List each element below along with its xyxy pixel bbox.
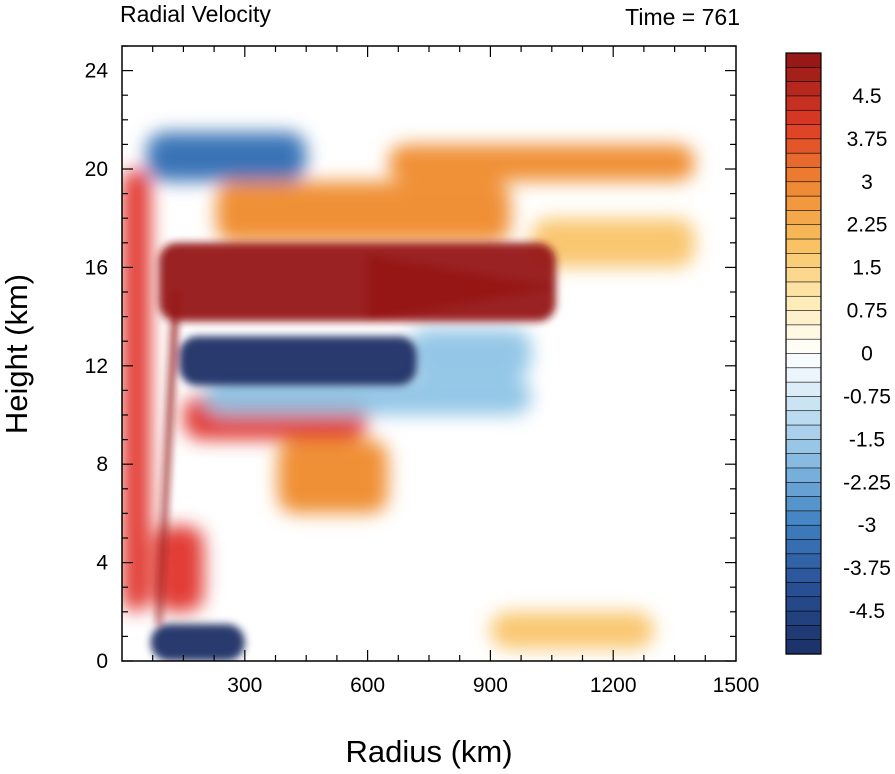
colorbar-tick-label: 0 xyxy=(861,343,873,366)
colorbar-box xyxy=(785,167,822,183)
y-tick-label: 12 xyxy=(85,355,108,378)
contour-feature-8 xyxy=(203,378,532,415)
contour-feature-7 xyxy=(277,439,389,514)
colorbar-box xyxy=(785,625,822,641)
x-axis: 300 600 900 1200 1500 xyxy=(152,46,760,697)
x-tick-label: 1200 xyxy=(590,674,637,697)
colorbar-box xyxy=(785,496,822,512)
contour-feature-2 xyxy=(408,328,532,379)
colorbar-tick-label: -0.75 xyxy=(843,385,891,408)
colorbar-tick-label: 0.75 xyxy=(847,300,888,323)
time-label: Time = 761 xyxy=(625,4,740,30)
contour-feature-13 xyxy=(490,611,655,649)
x-axis-label: Radius (km) xyxy=(345,734,512,769)
x-tick-label: 300 xyxy=(227,674,262,697)
colorbar-box xyxy=(785,109,822,126)
colorbar-box xyxy=(785,95,822,111)
contour-feature-11 xyxy=(154,525,204,612)
x-tick-label: 900 xyxy=(473,674,508,697)
colorbar-box xyxy=(785,210,822,226)
colorbar: 4.5 3.75 3 2.25 1.5 0.75 0 -0.75 -1.5 -2.25 -3 -3.7… xyxy=(785,52,891,655)
colorbar-box xyxy=(785,453,822,469)
colorbar-box xyxy=(785,439,822,455)
colorbar-tick-label: 3.75 xyxy=(847,128,888,151)
contour-feature-12 xyxy=(122,169,151,612)
colorbar-box xyxy=(785,367,822,383)
x-tick-label: 600 xyxy=(350,674,385,697)
contour-feature-10 xyxy=(150,624,245,661)
colorbar-box xyxy=(785,582,822,598)
colorbar-box xyxy=(785,639,822,655)
colorbar-box xyxy=(785,338,822,355)
y-axis: 0 4 8 12 16 20 24 xyxy=(85,45,736,673)
colorbar-box xyxy=(785,310,822,326)
colorbar-box xyxy=(785,124,822,140)
colorbar-tick-label: -3 xyxy=(858,514,877,537)
colorbar-box xyxy=(785,181,822,197)
colorbar-box xyxy=(785,238,822,254)
colorbar-box xyxy=(785,424,822,440)
y-tick-label: 0 xyxy=(96,650,108,673)
y-tick-label: 4 xyxy=(96,552,108,575)
colorbar-box xyxy=(785,353,822,369)
colorbar-frame xyxy=(785,52,822,655)
colorbar-box xyxy=(785,52,822,68)
colorbar-box xyxy=(785,81,822,97)
colorbar-box xyxy=(785,67,822,83)
colorbar-tick-label: 1.5 xyxy=(852,257,881,280)
y-tick-label: 20 xyxy=(85,158,108,181)
contour-feature-5 xyxy=(146,132,307,182)
eyewall-streak xyxy=(156,292,180,625)
colorbar-box xyxy=(785,510,822,526)
core-tongue xyxy=(367,255,556,322)
colorbar-box xyxy=(785,281,822,297)
colorbar-box xyxy=(785,553,822,569)
x-tick-label: 1500 xyxy=(713,674,760,697)
colorbar-box xyxy=(785,524,822,541)
y-tick-label: 24 xyxy=(85,60,109,83)
colorbar-tick-label: -1.5 xyxy=(849,428,885,451)
colorbar-box xyxy=(785,138,822,154)
colorbar-box xyxy=(785,267,822,283)
colorbar-box xyxy=(785,410,822,426)
contour-feature-4 xyxy=(388,144,696,182)
colorbar-tick-label: 4.5 xyxy=(852,85,881,108)
colorbar-box xyxy=(785,610,822,626)
y-tick-label: 8 xyxy=(96,453,108,476)
y-tick-label: 16 xyxy=(85,256,108,279)
chart-title: Radial Velocity xyxy=(120,1,271,27)
colorbar-box xyxy=(785,152,822,169)
colorbar-tick-label: -3.75 xyxy=(843,557,891,580)
colorbar-box xyxy=(785,295,822,312)
colorbar-box xyxy=(785,467,822,483)
colorbar-tick-label: -4.5 xyxy=(849,600,885,623)
colorbar-box xyxy=(785,567,822,584)
contour-feature-1 xyxy=(179,336,417,386)
colorbar-box xyxy=(785,381,822,398)
colorbar-tick-label: 3 xyxy=(861,171,873,194)
y-axis-label: Height (km) xyxy=(0,274,34,434)
colorbar-box xyxy=(785,396,822,412)
colorbar-box xyxy=(785,195,822,212)
colorbar-box xyxy=(785,224,822,240)
colorbar-box xyxy=(785,596,822,612)
contour-feature-3 xyxy=(216,181,511,243)
colorbar-tick-label: -2.25 xyxy=(843,471,891,494)
contour-field xyxy=(122,132,696,661)
colorbar-box xyxy=(785,481,822,498)
colorbar-box xyxy=(785,324,822,340)
colorbar-box xyxy=(785,539,822,555)
colorbar-box xyxy=(785,253,822,269)
contour-feature-9 xyxy=(531,218,696,268)
colorbar-tick-label: 2.25 xyxy=(847,214,888,237)
